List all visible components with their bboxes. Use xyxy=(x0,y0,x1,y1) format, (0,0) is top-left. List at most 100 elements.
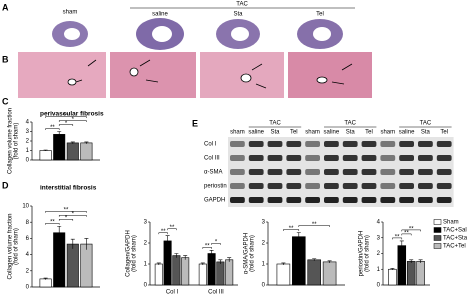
significance-bracket xyxy=(283,229,300,231)
lane-label: saline xyxy=(399,130,415,136)
y-axis-label: periostin/GAPDH xyxy=(359,231,365,277)
blot-band xyxy=(305,183,320,189)
blot-band xyxy=(248,141,264,147)
y-tick-label: 1 xyxy=(377,267,381,273)
group-header: TAC xyxy=(344,121,356,127)
lane-label: Sta xyxy=(421,130,431,136)
blot-band xyxy=(286,183,302,189)
legend-label: Sham xyxy=(443,220,459,226)
blot-band xyxy=(324,169,339,175)
y-tick-label: 4 xyxy=(26,252,30,258)
bar xyxy=(307,259,321,286)
blot-band xyxy=(267,155,283,161)
blot-band xyxy=(361,155,377,161)
y-tick-label: 2 xyxy=(26,139,30,145)
x-tick-label: Col III xyxy=(208,290,224,296)
bar xyxy=(322,261,337,286)
significance-label: ** xyxy=(50,220,55,226)
blot-band xyxy=(418,155,433,161)
row-label: Col I xyxy=(204,142,217,148)
error-bar xyxy=(43,149,48,151)
error-bar xyxy=(200,262,205,266)
legend-label: TAC+Tel xyxy=(443,244,466,250)
error-bar xyxy=(218,259,223,264)
x-tick-label: Col I xyxy=(166,290,179,296)
y-tick-label: 0 xyxy=(377,283,381,289)
significance-label: * xyxy=(65,216,68,222)
error-bar xyxy=(84,141,89,144)
y-tick-label: 0 xyxy=(144,283,148,289)
y-tick-label: 2 xyxy=(26,268,30,274)
significance-bracket xyxy=(45,128,60,130)
blot-band xyxy=(380,183,396,189)
blot-band xyxy=(399,141,414,147)
significance-label: ** xyxy=(50,125,55,131)
y-tick-label: 3 xyxy=(26,129,30,135)
row-label: GAPDH xyxy=(204,198,225,204)
bar xyxy=(198,263,207,286)
significance-bracket xyxy=(202,247,212,249)
blot-band xyxy=(399,183,414,189)
significance-label: ** xyxy=(404,230,409,236)
lane-label: Sta xyxy=(270,130,280,136)
error-bar xyxy=(209,250,214,257)
lane-label: saline xyxy=(248,130,264,136)
blot-band xyxy=(267,197,283,203)
error-bar xyxy=(281,262,286,266)
significance-bracket xyxy=(58,219,74,221)
bar xyxy=(172,255,181,286)
y-axis-label: (fold of sham) xyxy=(250,235,256,272)
y-tick-label: 3 xyxy=(262,220,266,226)
bar xyxy=(66,243,79,288)
chart-title: perivascular fibrosis xyxy=(40,111,104,118)
blot-band xyxy=(342,141,358,147)
y-axis-label: (fold of sham) xyxy=(14,123,20,160)
blot-band xyxy=(418,141,433,147)
blot-band xyxy=(436,141,452,147)
blot-band xyxy=(267,169,283,175)
bar xyxy=(53,232,66,288)
significance-bracket xyxy=(401,229,421,232)
blot-band xyxy=(324,183,339,189)
row-label: Col III xyxy=(204,156,220,162)
legend-swatch xyxy=(433,243,442,249)
blot-band xyxy=(324,197,339,203)
error-bar xyxy=(418,259,423,263)
blot-band xyxy=(342,155,358,161)
group-header: TAC xyxy=(269,121,281,127)
blot-band xyxy=(267,141,283,147)
y-tick-label: 1 xyxy=(26,148,30,154)
blot-band xyxy=(248,169,264,175)
blot-band xyxy=(342,197,358,203)
y-tick-label: 4 xyxy=(26,120,30,126)
blot-band xyxy=(361,169,377,175)
significance-label: ** xyxy=(289,226,294,232)
y-tick-label: 3 xyxy=(377,235,381,241)
heart-sections xyxy=(52,18,343,50)
blot-band xyxy=(286,155,302,161)
y-tick-label: 0 xyxy=(26,158,30,164)
bar xyxy=(154,263,163,286)
blot-band xyxy=(399,155,414,161)
blot-band xyxy=(286,169,302,175)
significance-label: ** xyxy=(205,244,210,250)
bar xyxy=(292,236,306,286)
blot-band xyxy=(230,155,245,161)
blot-band xyxy=(418,183,433,189)
blot-band xyxy=(230,169,245,175)
bar xyxy=(276,263,291,286)
blot-band xyxy=(305,141,320,147)
blot-band xyxy=(418,197,433,203)
significance-label: ** xyxy=(395,234,400,240)
significance-label: ** xyxy=(409,226,414,232)
blot-image xyxy=(228,137,454,207)
error-bar xyxy=(57,225,62,240)
y-tick-label: 1 xyxy=(144,262,148,268)
y-axis-label: (fold of sham) xyxy=(365,235,371,272)
significance-bracket xyxy=(58,124,74,126)
lane-label: Tel xyxy=(290,130,298,136)
significance-bracket xyxy=(401,233,412,236)
lane-label: Tel xyxy=(365,130,373,136)
lane-label: sham xyxy=(305,130,320,136)
